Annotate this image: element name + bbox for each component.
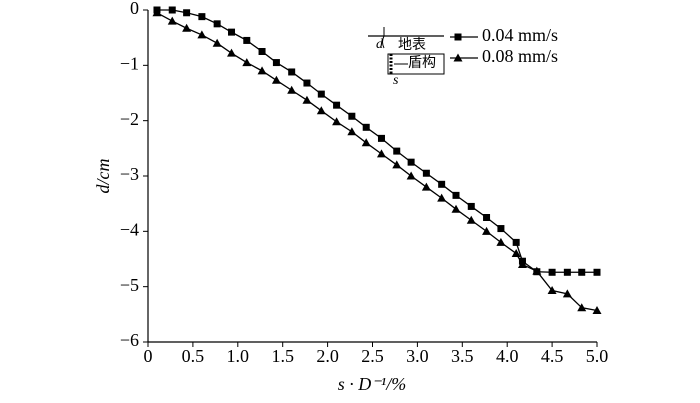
- y-tick-label: 0: [130, 0, 139, 18]
- x-tick-label: 1.0: [227, 346, 250, 366]
- data-point: [303, 79, 311, 87]
- data-point: [361, 138, 371, 147]
- data-point: [578, 268, 586, 276]
- data-point: [517, 260, 527, 269]
- data-point: [243, 36, 251, 44]
- inset-surface: 地表: [398, 37, 426, 53]
- x-tick-label: 3.5: [451, 346, 474, 366]
- data-point: [593, 268, 601, 276]
- data-point: [393, 147, 401, 155]
- data-point: [317, 90, 325, 98]
- data-point: [577, 303, 587, 312]
- y-tick-label: −6: [120, 330, 139, 350]
- data-point: [421, 182, 431, 191]
- data-point: [213, 20, 221, 28]
- y-tick-label: −5: [120, 275, 139, 295]
- data-point: [362, 123, 370, 131]
- legend-label: 0.08 mm/s: [482, 46, 558, 66]
- data-point: [152, 8, 162, 17]
- data-point: [271, 75, 281, 84]
- y-tick-label: −3: [120, 164, 139, 184]
- data-point: [333, 101, 341, 109]
- data-point: [167, 16, 177, 25]
- data-point: [302, 95, 312, 104]
- data-point: [483, 214, 491, 221]
- data-point: [496, 237, 506, 246]
- settlement-curve: [382, 35, 385, 49]
- y-tick-label: −4: [120, 219, 139, 239]
- data-point: [212, 38, 222, 47]
- data-point: [288, 68, 296, 76]
- data-point: [392, 160, 402, 169]
- data-point: [548, 268, 556, 276]
- data-point: [228, 28, 236, 36]
- x-axis-label: s · D⁻¹/%: [338, 374, 406, 394]
- legend-marker: [454, 33, 462, 41]
- data-point: [272, 59, 280, 67]
- data-point: [422, 169, 430, 177]
- data-point: [512, 238, 520, 246]
- x-tick-label: 3.0: [406, 346, 429, 366]
- data-point: [316, 106, 326, 115]
- inset-shield: 盾构: [408, 55, 436, 71]
- data-point: [198, 13, 206, 21]
- data-point: [466, 215, 476, 224]
- x-tick-label: 2.0: [316, 346, 339, 366]
- legend-label: 0.04 mm/s: [482, 25, 558, 45]
- x-tick-label: 5.0: [586, 346, 609, 366]
- data-point: [482, 226, 492, 235]
- data-point: [532, 266, 542, 275]
- data-point: [437, 193, 447, 202]
- inset-distance: s: [393, 73, 399, 88]
- data-point: [563, 268, 571, 276]
- data-point: [452, 191, 460, 199]
- data-point: [257, 66, 267, 75]
- data-point: [197, 30, 207, 39]
- x-tick-label: 0: [144, 346, 153, 366]
- data-point: [511, 248, 521, 257]
- x-tick-label: 4.0: [496, 346, 519, 366]
- data-point: [467, 202, 475, 210]
- inset-depth: d: [376, 37, 384, 52]
- data-point: [348, 112, 356, 120]
- data-point: [168, 6, 176, 14]
- y-tick-label: −2: [120, 109, 139, 129]
- data-point: [547, 286, 557, 295]
- legend-marker: [453, 53, 463, 62]
- data-point: [287, 85, 297, 94]
- data-point: [562, 289, 572, 298]
- data-point: [183, 9, 191, 17]
- y-tick-label: −1: [120, 53, 139, 73]
- data-point: [258, 48, 266, 55]
- data-point: [438, 180, 446, 188]
- shield-box: [387, 53, 445, 75]
- data-point: [406, 171, 416, 180]
- data-point: [451, 204, 461, 213]
- inset-diagram: d 地表 盾构 s: [368, 27, 445, 88]
- y-axis-label: d/cm: [93, 159, 113, 194]
- data-point: [332, 117, 342, 126]
- x-tick-label: 1.5: [271, 346, 294, 366]
- data-point: [376, 149, 386, 158]
- x-tick-label: 2.5: [361, 346, 384, 366]
- data-point: [592, 305, 602, 314]
- data-point: [497, 225, 505, 233]
- x-tick-label: 4.5: [541, 346, 564, 366]
- data-point: [407, 158, 415, 166]
- x-tick-label: 0.5: [182, 346, 205, 366]
- data-point: [227, 48, 237, 57]
- data-point: [347, 127, 357, 136]
- data-point: [182, 23, 192, 32]
- data-point: [377, 134, 385, 142]
- data-point: [242, 58, 252, 67]
